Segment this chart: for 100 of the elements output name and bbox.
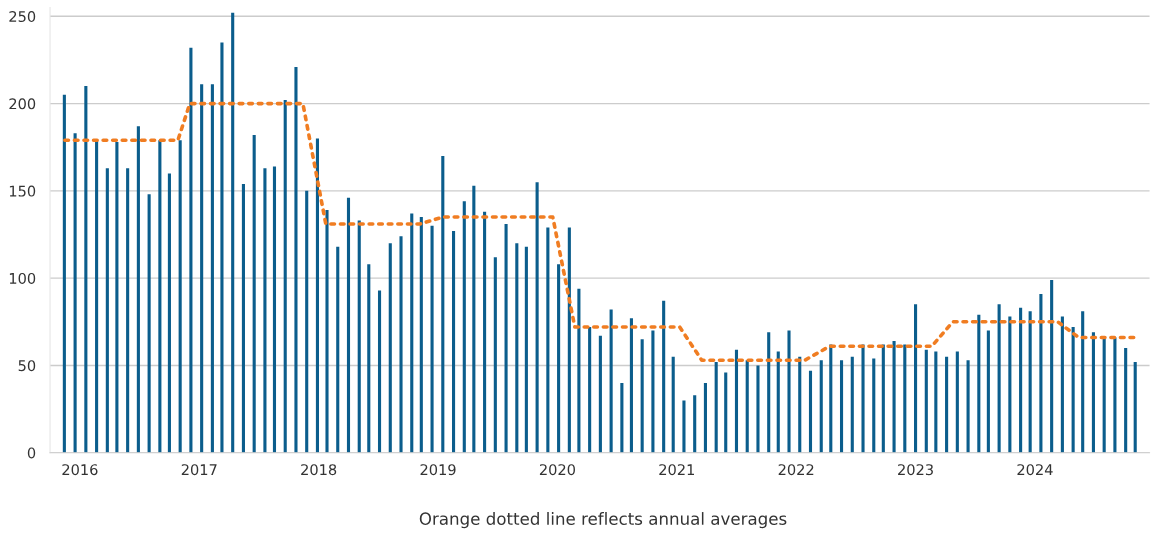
x-tick-label: 2023 xyxy=(898,464,933,476)
bar xyxy=(620,382,624,453)
bar xyxy=(357,220,361,453)
bar xyxy=(252,135,256,453)
bar xyxy=(819,360,823,453)
bar xyxy=(1113,337,1117,453)
bar xyxy=(577,288,581,453)
line-series xyxy=(63,101,1136,363)
bar xyxy=(472,185,476,453)
bar xyxy=(419,217,423,453)
bar xyxy=(126,168,130,453)
bar xyxy=(1039,293,1043,453)
bar xyxy=(756,365,760,453)
bar xyxy=(283,100,287,453)
bar xyxy=(945,356,949,453)
bar xyxy=(210,84,214,453)
y-tick-label: 250 xyxy=(9,10,36,23)
bar xyxy=(515,243,519,453)
bar xyxy=(798,356,802,453)
bar xyxy=(388,243,392,453)
bar xyxy=(315,138,320,453)
bar xyxy=(105,168,109,453)
bar xyxy=(714,361,718,453)
bar xyxy=(1133,361,1137,453)
bar xyxy=(535,182,539,453)
bar xyxy=(263,168,267,453)
bar xyxy=(1060,316,1064,453)
x-tick-label: 2019 xyxy=(420,464,456,476)
bar xyxy=(839,360,844,453)
bar xyxy=(557,264,561,453)
bar xyxy=(629,318,633,453)
bar xyxy=(1008,316,1012,453)
bar xyxy=(1050,279,1054,453)
bar xyxy=(377,290,382,453)
bar xyxy=(200,84,204,453)
bar xyxy=(1124,348,1128,453)
bar xyxy=(598,335,602,453)
bar xyxy=(62,94,66,453)
bar xyxy=(567,227,571,453)
bar xyxy=(410,213,414,453)
x-tick-label: 2021 xyxy=(659,464,694,476)
bar xyxy=(787,330,791,453)
bar xyxy=(430,225,434,453)
bar xyxy=(767,332,771,453)
x-tick-label: 2024 xyxy=(1017,464,1053,476)
bar xyxy=(640,339,644,453)
bar xyxy=(997,304,1001,453)
bar xyxy=(682,400,686,453)
bar xyxy=(336,246,340,453)
bar xyxy=(483,211,487,453)
y-tick-label: 0 xyxy=(27,447,36,459)
bar xyxy=(95,140,99,453)
x-tick-label: 2017 xyxy=(181,464,217,476)
bar xyxy=(850,356,854,453)
bar xyxy=(220,42,224,453)
bar xyxy=(872,358,876,453)
text: Orange dotted line reflects annual averages xyxy=(419,512,787,529)
bar xyxy=(178,140,182,453)
bar xyxy=(892,341,896,453)
bar xyxy=(167,173,171,453)
bar xyxy=(1071,327,1075,453)
bar xyxy=(671,356,675,453)
bar xyxy=(399,236,403,453)
bar xyxy=(703,382,707,453)
bar xyxy=(158,140,162,453)
bar xyxy=(73,133,77,453)
bar xyxy=(808,370,813,453)
bar xyxy=(1081,311,1085,453)
bar xyxy=(724,372,728,453)
bar xyxy=(305,190,309,453)
x-tick-label: 2020 xyxy=(539,464,575,476)
bar xyxy=(325,210,329,453)
bar xyxy=(609,309,613,453)
bar xyxy=(84,86,88,453)
x-tick-label: 2016 xyxy=(62,464,98,476)
bar xyxy=(189,47,193,453)
bar xyxy=(745,360,749,453)
bar xyxy=(1102,337,1106,453)
bar xyxy=(367,264,371,453)
bar xyxy=(588,327,592,453)
bar xyxy=(924,349,928,453)
bar xyxy=(734,349,739,453)
bar xyxy=(1019,307,1023,453)
bar xyxy=(914,304,918,453)
bar xyxy=(346,197,351,453)
bar xyxy=(524,246,528,453)
bar xyxy=(504,224,508,453)
bar xyxy=(546,227,550,453)
bar xyxy=(462,201,466,453)
bar xyxy=(272,166,277,453)
bar xyxy=(231,12,235,453)
y-tick-label: 150 xyxy=(9,185,36,197)
bar xyxy=(651,330,655,453)
bar xyxy=(241,183,245,453)
bar xyxy=(147,194,151,453)
bar xyxy=(986,330,990,453)
bar xyxy=(1028,311,1032,453)
y-tick-label: 100 xyxy=(9,272,36,284)
bar xyxy=(776,351,780,453)
bar xyxy=(1091,332,1095,453)
